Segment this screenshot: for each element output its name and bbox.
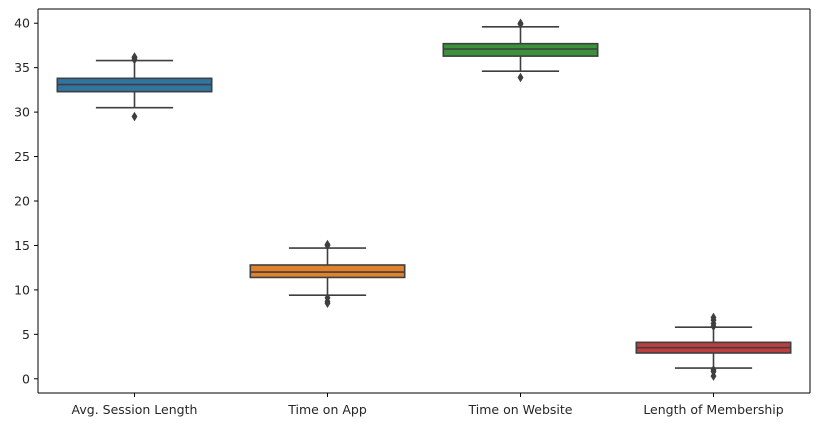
box-group-1: [56, 52, 213, 122]
y-tick-label: 15: [14, 238, 30, 253]
outlier-point: [710, 365, 717, 375]
plot-area: [56, 18, 792, 381]
y-tick-label: 40: [14, 16, 30, 31]
box-group-3: [442, 18, 599, 83]
y-tick-label: 25: [14, 149, 30, 164]
y-tick-label: 0: [22, 371, 30, 386]
outlier-point: [131, 111, 138, 122]
box: [249, 264, 406, 279]
axes: Avg. Session Length Time on App Time on We…: [14, 8, 811, 417]
y-tick-label: 10: [14, 282, 30, 297]
x-tick-label: Time on Website: [468, 402, 573, 417]
x-tick-label: Time on App: [287, 402, 367, 417]
box-group-2: [249, 239, 406, 308]
y-tick-label: 20: [14, 194, 30, 209]
x-tick-label: Length of Membership: [643, 402, 783, 417]
x-tick-label: Avg. Session Length: [72, 402, 198, 417]
y-tick-label: 5: [22, 327, 30, 342]
outlier-point: [517, 72, 524, 83]
y-tick-label: 30: [14, 105, 30, 120]
outlier-point: [710, 312, 717, 323]
box: [442, 42, 599, 57]
outlier-point: [517, 18, 524, 28]
y-tick-label: 35: [14, 60, 30, 75]
outlier-point: [324, 239, 331, 250]
outlier-point: [324, 298, 331, 308]
outlier-point: [131, 52, 138, 62]
box-group-4: [635, 312, 792, 381]
